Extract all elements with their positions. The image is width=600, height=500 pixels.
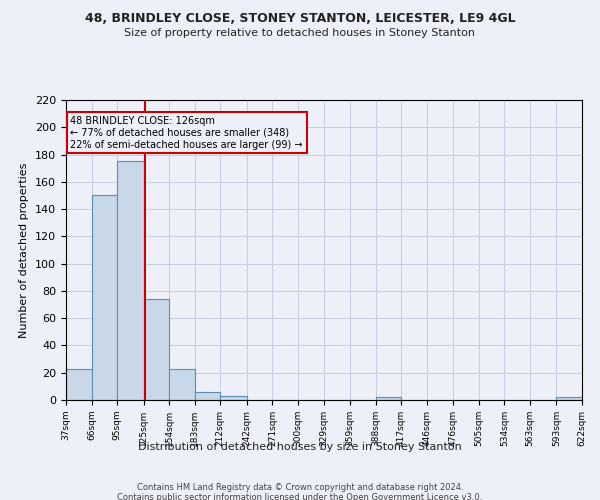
Bar xyxy=(92,196,117,400)
Bar xyxy=(117,162,143,400)
Bar xyxy=(169,368,195,400)
Text: 48, BRINDLEY CLOSE, STONEY STANTON, LEICESTER, LE9 4GL: 48, BRINDLEY CLOSE, STONEY STANTON, LEIC… xyxy=(85,12,515,26)
Text: Distribution of detached houses by size in Stoney Stanton: Distribution of detached houses by size … xyxy=(138,442,462,452)
Bar xyxy=(220,396,247,400)
Bar xyxy=(66,368,92,400)
Bar xyxy=(143,299,169,400)
Text: Size of property relative to detached houses in Stoney Stanton: Size of property relative to detached ho… xyxy=(125,28,476,38)
Bar xyxy=(376,398,401,400)
Y-axis label: Number of detached properties: Number of detached properties xyxy=(19,162,29,338)
Text: Contains HM Land Registry data © Crown copyright and database right 2024.
Contai: Contains HM Land Registry data © Crown c… xyxy=(118,482,482,500)
Text: 48 BRINDLEY CLOSE: 126sqm
← 77% of detached houses are smaller (348)
22% of semi: 48 BRINDLEY CLOSE: 126sqm ← 77% of detac… xyxy=(70,116,303,150)
Bar xyxy=(556,398,582,400)
Bar xyxy=(195,392,220,400)
